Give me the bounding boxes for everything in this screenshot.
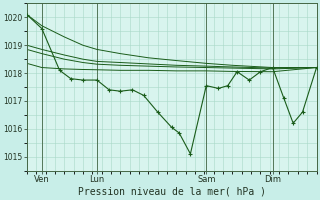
X-axis label: Pression niveau de la mer( hPa ): Pression niveau de la mer( hPa )	[78, 187, 266, 197]
